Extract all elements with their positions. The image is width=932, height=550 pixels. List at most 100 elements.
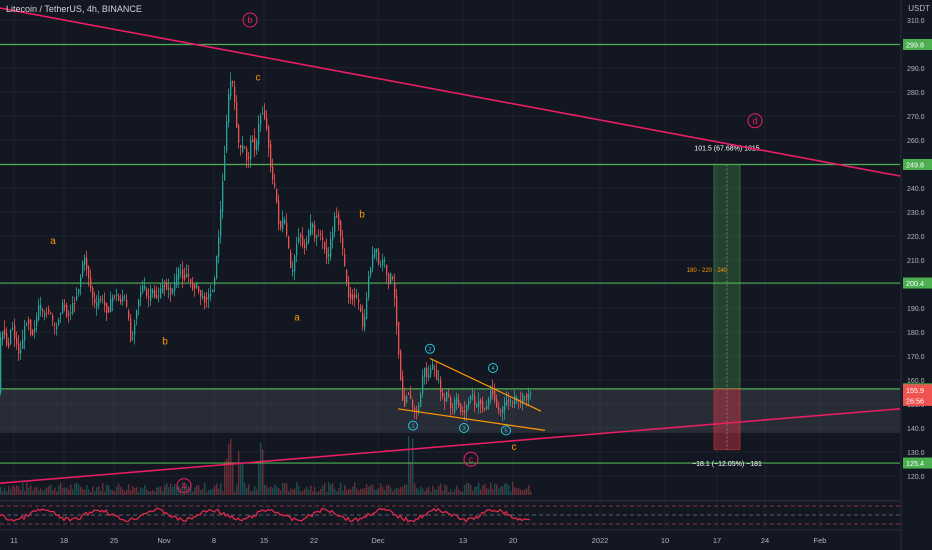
candle-body: [226, 121, 228, 152]
candle-body: [258, 123, 260, 145]
candle-body: [470, 395, 472, 401]
time-tick: Dec: [371, 536, 385, 545]
volume-bar: [68, 489, 70, 495]
candle-body: [420, 394, 422, 407]
candle-body: [468, 400, 470, 407]
price-tag: [903, 38, 932, 50]
candle-body: [96, 302, 98, 307]
time-axis[interactable]: 11 18 25 Nov 8 15 22 Dec 13 20 2022 10 17 24 Feb: [0, 529, 900, 550]
volume-bar: [144, 484, 146, 495]
volume-bar: [302, 490, 304, 495]
candle-body: [50, 312, 52, 314]
candle-body: [218, 237, 220, 257]
candle-body: [118, 296, 120, 301]
volume-bar: [486, 488, 488, 495]
volume-bar: [44, 489, 46, 495]
volume-bar: [304, 488, 306, 495]
candle-body: [264, 110, 266, 119]
volume-bar: [14, 487, 16, 495]
candle-body: [108, 307, 110, 313]
candle-body: [160, 288, 162, 298]
volume-bar: [478, 482, 480, 495]
candle-body: [442, 392, 444, 397]
candle-body: [472, 394, 474, 398]
volume-bar: [440, 483, 442, 495]
candle-body: [110, 299, 112, 313]
volume-bar: [346, 489, 348, 495]
candle-body: [322, 236, 324, 241]
price-tag: [903, 277, 932, 289]
volume-bar: [444, 484, 446, 495]
volume-bar: [70, 484, 72, 495]
candle-body: [286, 222, 288, 235]
volume-bar: [322, 485, 324, 495]
volume-bar: [252, 490, 254, 495]
candle-body: [482, 401, 484, 410]
volume-bar: [36, 486, 38, 495]
time-tick: 15: [260, 536, 268, 545]
wave-label: 4: [181, 481, 186, 491]
price-tick: 280.0: [907, 90, 925, 97]
candle-body: [364, 317, 366, 329]
candle-body: [178, 269, 180, 280]
volume-bar: [312, 491, 314, 495]
candle-body: [144, 285, 146, 289]
long-position-tool[interactable]: 101.5 (67.68%) 1015 −18.1 (−12.05%) −181 1…: [687, 145, 762, 468]
price-tick: 130.0: [907, 450, 925, 457]
price-tag: [903, 384, 932, 396]
candle-body: [458, 399, 460, 406]
candle-body: [390, 273, 392, 283]
volume-bar: [150, 491, 152, 495]
wave-label: b: [162, 337, 168, 348]
volume-bar: [122, 489, 124, 495]
candle-body: [356, 295, 358, 297]
wave-label-circle: [408, 420, 418, 431]
trendline-upper: [0, 7, 901, 177]
candle-body: [324, 242, 326, 250]
candle-body: [352, 294, 354, 300]
candle-body: [504, 402, 506, 411]
volume-bar: [20, 490, 22, 495]
wave-label: c: [512, 442, 517, 453]
volume-bar: [526, 488, 528, 495]
volume-bar: [416, 488, 418, 495]
volume-bar: [390, 487, 392, 495]
candle-body: [282, 218, 284, 230]
candle-body: [270, 143, 272, 168]
volume-bar: [60, 482, 62, 495]
time-tick: 2022: [592, 536, 609, 545]
range-zone: [0, 388, 900, 433]
candle-body: [278, 200, 280, 224]
candle-body: [24, 325, 26, 341]
volume-bar: [406, 484, 408, 495]
loss-label: −18.1 (−12.05%) −181: [692, 461, 762, 468]
candle-body: [438, 379, 440, 381]
volume-bar: [386, 485, 388, 495]
volume-bar: [126, 489, 128, 495]
volume-bar: [404, 484, 406, 495]
candle-body: [510, 401, 512, 403]
candle-body: [436, 370, 438, 380]
candle-body: [484, 408, 486, 410]
volume-bar: [330, 484, 332, 495]
trendlines[interactable]: [0, 7, 901, 484]
candle-body: [414, 407, 416, 410]
volume-bar: [354, 482, 356, 495]
volume-bar: [372, 484, 374, 495]
time-tick: 8: [212, 536, 216, 545]
volume-bar: [286, 483, 288, 495]
candle-body: [208, 293, 210, 299]
volume-bar: [320, 488, 322, 495]
candle-body: [496, 399, 498, 407]
candle-body: [172, 289, 174, 293]
price-axis[interactable]: 120.0130.0140.0150.0160.0170.0180.0190.0…: [900, 0, 932, 550]
volume-bar: [246, 488, 248, 495]
candle-body: [26, 324, 28, 326]
candle-body: [72, 303, 74, 313]
candle-body: [252, 139, 254, 143]
volume-bar: [98, 486, 100, 495]
candle-body: [52, 315, 54, 321]
volume-bar: [378, 487, 380, 495]
candle-body: [212, 289, 214, 293]
